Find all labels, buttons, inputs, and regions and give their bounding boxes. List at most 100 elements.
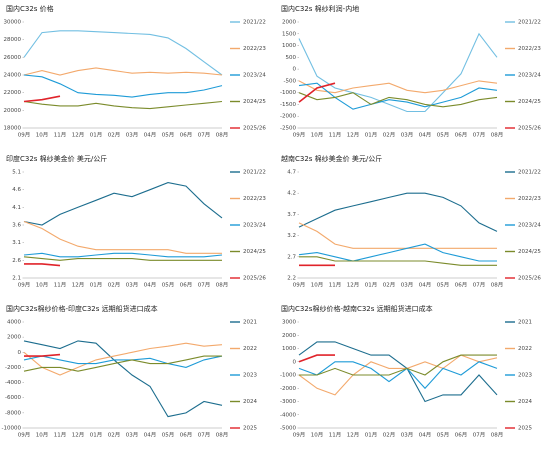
x-tick-label: 11月 (54, 282, 67, 289)
y-tick-label: 1000 (282, 43, 296, 49)
x-tick-label: 08月 (491, 432, 504, 439)
y-tick-label: 4000 (7, 320, 21, 326)
x-tick-label: 07月 (473, 282, 486, 289)
series-line (23, 355, 222, 372)
x-tick-label: 01月 (365, 432, 378, 439)
legend-label: 2024/25 (518, 99, 541, 105)
x-tick-label: 05月 (437, 132, 450, 139)
y-tick-label: 4.6 (12, 187, 21, 193)
y-tick-label: -1000 (280, 90, 296, 96)
legend-label: 2024/25 (518, 249, 541, 255)
x-tick-label: 02月 (383, 282, 396, 289)
legend-label: 2023/24 (243, 223, 266, 229)
legend-label: 2022/23 (518, 196, 541, 202)
x-tick-label: 12月 (347, 282, 360, 289)
x-tick-label: 03月 (401, 132, 414, 139)
x-tick-label: 09月 (293, 132, 306, 139)
legend-label: 2022/23 (243, 46, 266, 52)
x-tick-label: 11月 (54, 132, 67, 139)
y-tick-label: 0 (18, 350, 22, 356)
chart-title: 越南C32s 棉纱美金价 美元/公斤 (281, 154, 382, 163)
chart-title: 国内C32s 棉纱利润-内地 (281, 4, 359, 13)
y-tick-label: 3.7 (287, 212, 296, 218)
y-tick-label: 1000 (282, 346, 296, 352)
x-tick-label: 11月 (329, 132, 342, 139)
x-tick-label: 04月 (144, 432, 157, 439)
y-tick-label: 5.1 (12, 170, 21, 176)
x-tick-label: 08月 (491, 282, 504, 289)
y-tick-label: -3000 (280, 399, 296, 405)
x-tick-label: 03月 (126, 432, 139, 439)
x-tick-label: 10月 (311, 432, 324, 439)
legend-label: 2024 (518, 399, 532, 405)
x-tick-label: 08月 (216, 132, 229, 139)
y-tick-label: 28000 (4, 37, 22, 43)
x-tick-label: 06月 (455, 282, 468, 289)
series-line (299, 354, 497, 376)
legend-label: 2022 (243, 346, 257, 352)
x-tick-label: 01月 (90, 282, 103, 289)
x-tick-label: 08月 (216, 282, 229, 289)
series-line (23, 100, 223, 110)
legend-label: 2024/25 (243, 249, 266, 255)
x-tick-label: 05月 (437, 282, 450, 289)
y-tick-label: 2000 (282, 20, 296, 26)
series-line (298, 222, 497, 249)
series-line (23, 220, 222, 254)
series-line (23, 256, 222, 261)
series-line (298, 192, 498, 232)
y-tick-label: -10000 (2, 426, 22, 432)
series-line (23, 182, 223, 226)
y-tick-label: -4000 (280, 412, 296, 418)
chart: 国内C32s 棉纱利润-内地-2500-2000-1500-1000-50005… (280, 4, 541, 139)
x-tick-label: 09月 (18, 282, 31, 289)
x-tick-label: 10月 (311, 132, 324, 139)
chart-title: 国内C32s棉纱价格-越南C32s 远期船货进口成本 (281, 304, 433, 313)
y-tick-label: 26000 (4, 55, 22, 61)
x-tick-label: 06月 (180, 432, 193, 439)
x-tick-label: 09月 (18, 432, 31, 439)
series-line (299, 256, 497, 266)
x-tick-label: 06月 (180, 132, 193, 139)
legend-label: 2025/26 (243, 276, 266, 282)
legend-label: 2021 (518, 320, 532, 326)
legend-label: 2022/23 (518, 46, 541, 52)
x-tick-label: 09月 (293, 282, 306, 289)
y-tick-label: 2000 (7, 335, 21, 341)
x-tick-label: 03月 (401, 282, 414, 289)
legend-label: 2021/22 (243, 20, 266, 26)
x-tick-label: 07月 (198, 432, 211, 439)
series-line (23, 30, 223, 76)
x-tick-label: 07月 (473, 432, 486, 439)
legend-label: 2021/22 (243, 170, 266, 176)
y-tick-label: 2000 (282, 333, 296, 339)
series-line (24, 353, 61, 357)
y-tick-label: -1000 (280, 373, 296, 379)
x-tick-label: 11月 (329, 282, 342, 289)
x-tick-label: 09月 (293, 432, 306, 439)
x-tick-label: 02月 (108, 132, 121, 139)
x-tick-label: 05月 (162, 132, 175, 139)
legend-label: 2025/26 (518, 276, 541, 282)
y-tick-label: -2000 (280, 386, 296, 392)
y-tick-label: -4000 (5, 380, 21, 386)
x-tick-label: 03月 (126, 132, 139, 139)
x-tick-label: 06月 (455, 432, 468, 439)
x-tick-label: 01月 (90, 432, 103, 439)
x-tick-label: 01月 (365, 282, 378, 289)
y-tick-label: -2000 (5, 365, 21, 371)
legend-label: 2025 (518, 426, 532, 432)
x-tick-label: 06月 (455, 132, 468, 139)
legend-label: 2021/22 (518, 20, 541, 26)
x-tick-label: 04月 (419, 132, 432, 139)
series-line (298, 341, 498, 403)
x-tick-label: 02月 (108, 282, 121, 289)
x-tick-label: 12月 (347, 132, 360, 139)
series-line (23, 355, 223, 368)
legend-label: 2021/22 (518, 170, 541, 176)
x-tick-label: 05月 (437, 432, 450, 439)
x-tick-label: 03月 (401, 432, 414, 439)
x-tick-label: 12月 (347, 432, 360, 439)
y-tick-label: 30000 (4, 20, 22, 26)
